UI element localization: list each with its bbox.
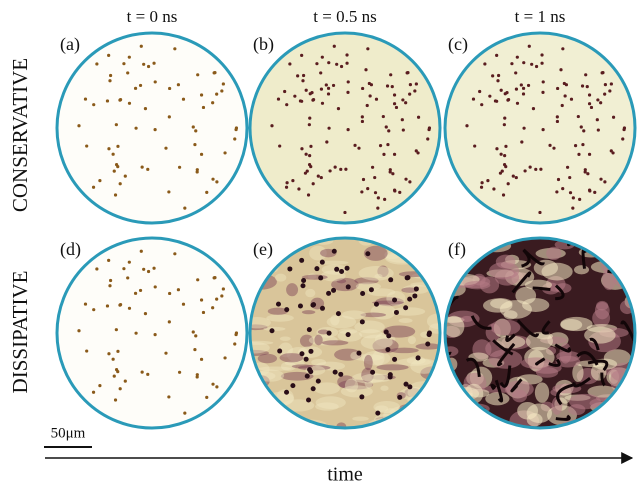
panel-label: (c): [448, 34, 468, 55]
panel-label: (d): [60, 239, 81, 260]
panels: [57, 33, 643, 434]
micrograph: [235, 231, 450, 433]
panel-label: (e): [253, 239, 273, 260]
column-header: t = 0.5 ns: [313, 7, 376, 26]
column-header: t = 0 ns: [127, 7, 178, 26]
panel-label: (f): [448, 239, 466, 260]
row-label: CONSERVATIVE: [8, 58, 32, 212]
panel-label: (b): [253, 34, 274, 55]
axis-label: time: [327, 464, 363, 486]
column-header: t = 1 ns: [515, 7, 566, 26]
scale-bar-label: 50μm: [51, 425, 86, 441]
figure: t = 0 ns t = 0.5 ns t = 1 ns CONSERVATIV…: [0, 0, 644, 487]
row-label: DISSIPATIVE: [8, 271, 32, 394]
panel-label: (a): [60, 34, 80, 55]
